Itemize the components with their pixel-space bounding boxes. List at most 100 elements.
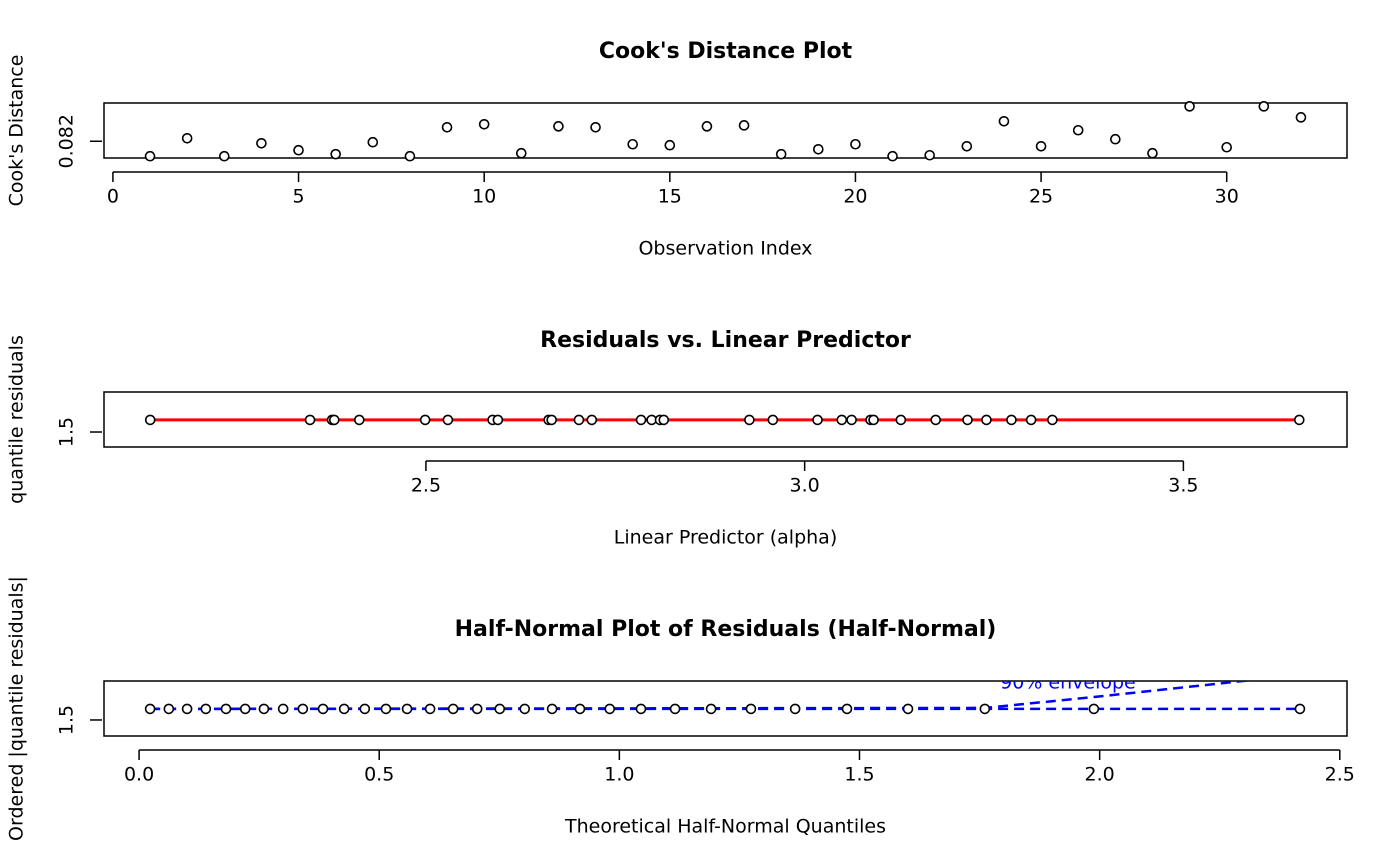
point [258,703,270,715]
point [1035,140,1047,152]
point [586,414,598,426]
point [401,703,413,715]
y-axis-label: Ordered |quantile residuals| [6,576,28,841]
point [635,703,647,715]
point [627,138,638,150]
point [367,136,379,148]
point [293,144,304,156]
x-tick-label: 2.0 [1085,764,1115,786]
point [1025,414,1037,426]
point [961,140,973,152]
x-tick-label: 0.0 [124,764,154,786]
point [635,414,647,426]
point [304,414,316,426]
point [1295,112,1307,123]
point [256,137,267,149]
point [590,121,601,133]
point [297,703,309,715]
point [604,703,616,715]
point [1184,101,1195,112]
point [902,703,914,715]
point [1221,141,1233,153]
x-tick-label: 1.5 [844,764,874,786]
x-tick-label: 0.5 [364,764,394,786]
point [220,703,232,715]
point [868,414,879,426]
point [163,703,175,715]
point [519,703,531,715]
point [841,703,853,715]
point [353,414,365,426]
point [181,703,193,715]
point [658,414,670,426]
point [328,414,340,426]
point [1072,124,1084,136]
point [930,414,941,426]
point [745,703,757,715]
point [664,139,676,151]
point [516,147,527,159]
point [419,414,431,426]
point [277,703,289,715]
x-axis-label: Theoretical Half-Normal Quantiles [564,816,886,838]
point [1110,133,1121,145]
point [846,414,857,426]
point [359,703,371,715]
x-tick-label: 1.0 [604,764,634,786]
point [546,414,557,426]
y-tick-label: 1.5 [56,705,78,735]
x-tick-label: 2.5 [1325,764,1355,786]
point [330,148,341,160]
point [701,121,713,132]
x-tick-label: 5 [292,186,304,208]
plot-box [103,102,1348,159]
chart-title: Half-Normal Plot of Residuals (Half-Norm… [455,617,997,642]
x-tick-label: 0 [107,186,119,208]
point [553,121,564,132]
point [218,150,230,162]
plot-box [103,391,1348,448]
point [338,703,350,715]
point [813,143,824,155]
x-tick-label: 10 [472,186,496,208]
point [1258,101,1270,112]
point [998,115,1010,127]
chart-title: Cook's Distance Plot [599,39,853,64]
point [442,414,454,426]
point [979,703,991,715]
point [1088,703,1100,715]
point [705,703,717,715]
point [1006,414,1017,426]
point [669,703,681,715]
point [744,414,755,426]
point [1047,414,1058,426]
fit-line [150,681,1255,711]
point [380,703,392,715]
y-tick-label: 1.5 [56,417,78,447]
point [1147,147,1158,159]
x-tick-label: 20 [843,186,867,208]
plot-box [103,680,1348,737]
x-axis-label: Linear Predictor (alpha) [614,527,838,549]
point [573,414,585,426]
point [478,118,490,130]
point [317,703,329,715]
x-tick-label: 25 [1029,186,1053,208]
point [181,132,193,144]
point [850,138,861,150]
y-axis-label: quantile residuals [6,335,28,504]
point [962,414,973,426]
point [981,414,992,426]
point [546,703,558,715]
point [812,414,823,426]
x-tick-label: 2.5 [411,475,441,497]
point [775,148,787,160]
point [441,121,453,133]
point [447,703,459,715]
point [836,414,848,426]
x-tick-label: 15 [658,186,682,208]
point [471,703,483,715]
x-tick-label: 30 [1215,186,1239,208]
chart-title: Residuals vs. Linear Predictor [540,328,911,353]
